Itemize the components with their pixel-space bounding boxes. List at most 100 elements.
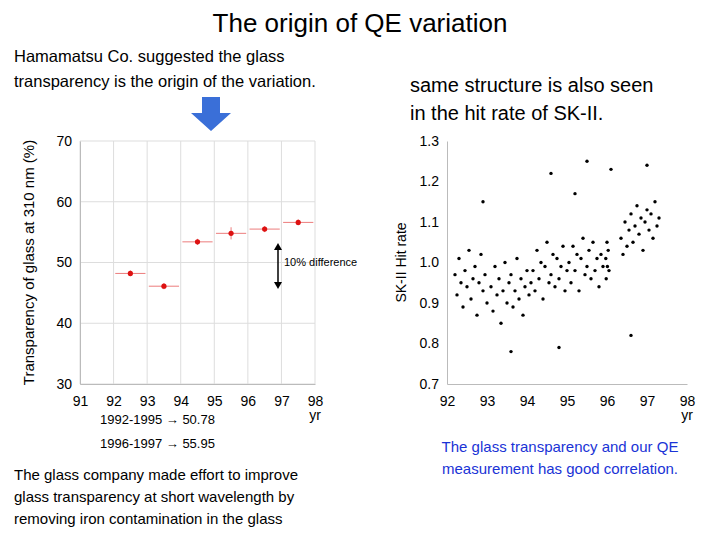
data-point bbox=[509, 273, 512, 276]
tick: 96 bbox=[600, 384, 616, 409]
tick: 70 bbox=[56, 133, 80, 149]
caption-line: same structure is also seen bbox=[410, 74, 653, 96]
caption: same structure is also seenin the hit ra… bbox=[410, 74, 653, 124]
data-point bbox=[549, 172, 552, 175]
data-point bbox=[555, 257, 558, 260]
data-point bbox=[501, 289, 504, 292]
data-point bbox=[561, 245, 564, 248]
data-point bbox=[605, 241, 608, 244]
tick-label: 92 bbox=[440, 393, 456, 409]
data-point bbox=[601, 265, 604, 268]
data-point bbox=[549, 273, 552, 276]
tick-label: 95 bbox=[207, 393, 223, 409]
data-point bbox=[507, 281, 510, 284]
pointer-arrow bbox=[191, 97, 231, 131]
data-point bbox=[637, 232, 640, 235]
caption-line: The glass company made effort to improve bbox=[14, 466, 298, 483]
data-point bbox=[597, 285, 600, 288]
tick: 98 bbox=[308, 384, 324, 409]
caption-line: The glass transparency and our QE bbox=[442, 438, 679, 455]
data-point bbox=[481, 200, 484, 203]
tick-label: 93 bbox=[480, 393, 496, 409]
data-point bbox=[539, 261, 542, 264]
tick-label: 50 bbox=[56, 254, 72, 270]
data-point bbox=[547, 281, 550, 284]
tick-label: 0.9 bbox=[420, 295, 440, 311]
data-point bbox=[607, 269, 610, 272]
x-axis: 9192939495969798 bbox=[73, 384, 324, 409]
grid-line bbox=[214, 141, 215, 384]
data-point bbox=[527, 293, 530, 296]
data-point bbox=[551, 253, 554, 256]
data-point bbox=[262, 226, 267, 231]
data-point bbox=[471, 277, 474, 280]
data-point bbox=[591, 241, 594, 244]
caption: The glass company made effort to improve… bbox=[14, 466, 298, 527]
tick: 0.8 bbox=[420, 335, 447, 351]
chart: 30405060709192939495969798Transparency o… bbox=[20, 133, 357, 451]
data-point bbox=[489, 285, 492, 288]
data-point bbox=[579, 257, 582, 260]
tick: 30 bbox=[56, 376, 80, 392]
data-point bbox=[655, 224, 658, 227]
data-point bbox=[553, 285, 556, 288]
data-point bbox=[639, 216, 642, 219]
arrow-head bbox=[274, 282, 282, 289]
data-point bbox=[649, 212, 652, 215]
data-point bbox=[571, 245, 574, 248]
data-point bbox=[643, 220, 646, 223]
tick-label: 0.7 bbox=[420, 376, 440, 392]
tick: 97 bbox=[274, 384, 290, 409]
data-point bbox=[483, 273, 486, 276]
grid-line bbox=[113, 141, 114, 384]
data-point bbox=[545, 241, 548, 244]
data-point bbox=[623, 220, 626, 223]
grid-line bbox=[80, 384, 315, 385]
tick-label: 1.1 bbox=[420, 214, 440, 230]
tick: 92 bbox=[440, 384, 456, 409]
data-point bbox=[469, 297, 472, 300]
data-point bbox=[629, 334, 632, 337]
axis-line bbox=[447, 142, 448, 385]
tick-label: 40 bbox=[56, 315, 72, 331]
x-axis-title: yr bbox=[681, 407, 693, 423]
tick-label: 96 bbox=[241, 393, 257, 409]
grid-line bbox=[281, 141, 282, 384]
data-point bbox=[653, 200, 656, 203]
data-point bbox=[573, 192, 576, 195]
tick-label: 94 bbox=[173, 393, 189, 409]
tick-label: 1.3 bbox=[420, 133, 440, 149]
data-point bbox=[453, 273, 456, 276]
data-point bbox=[619, 237, 622, 240]
data-point bbox=[651, 237, 654, 240]
tick: 0.7 bbox=[420, 376, 447, 392]
data-point bbox=[499, 322, 502, 325]
data-point bbox=[517, 297, 520, 300]
caption: Hamamatsu Co. suggested the glasstranspa… bbox=[14, 47, 316, 90]
tick-label: 70 bbox=[56, 133, 72, 149]
tick-label: 94 bbox=[520, 393, 536, 409]
annotation: 10% difference bbox=[284, 256, 357, 268]
grid-line bbox=[180, 141, 181, 384]
caption: The glass transparency and our QEmeasure… bbox=[442, 438, 679, 477]
grid-line bbox=[80, 262, 315, 263]
plot-area bbox=[115, 219, 313, 289]
tick: 98 bbox=[680, 384, 696, 409]
data-point bbox=[565, 269, 568, 272]
data-point bbox=[495, 293, 498, 296]
tick-label: 91 bbox=[73, 393, 89, 409]
data-point bbox=[161, 284, 166, 289]
tick: 60 bbox=[56, 194, 80, 210]
arrow-shaft bbox=[277, 248, 279, 284]
data-point bbox=[593, 269, 596, 272]
data-point bbox=[457, 257, 460, 260]
data-point bbox=[493, 265, 496, 268]
data-point bbox=[629, 212, 632, 215]
data-point bbox=[503, 261, 506, 264]
data-point bbox=[296, 220, 301, 225]
y-axis-title: Transparency of glass at 310 nm (%) bbox=[20, 140, 37, 385]
tick: 50 bbox=[56, 254, 80, 270]
data-point bbox=[647, 228, 650, 231]
tick-label: 93 bbox=[140, 393, 156, 409]
y-axis: 30 40 50 60 70 bbox=[56, 133, 80, 392]
